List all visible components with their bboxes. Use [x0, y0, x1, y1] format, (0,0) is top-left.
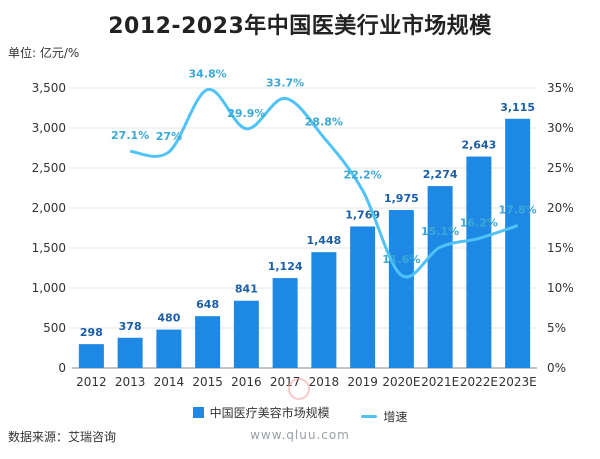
x-tick-label: 2015: [192, 375, 223, 389]
bar: [117, 337, 143, 368]
y-right-tick-label: 30%: [547, 121, 574, 135]
bar: [156, 329, 182, 368]
bar: [78, 344, 104, 368]
bar-value-label: 1,975: [384, 192, 419, 205]
chart-title: 2012-2023年中国医美行业市场规模: [108, 14, 492, 39]
chart-svg: 0 500 1,000 1,500 2,000 2,500 3,000 3,500 0% 5% 10…: [32, 68, 574, 389]
line-value-label: 22.2%: [344, 168, 382, 181]
y-right-tick-label: 25%: [547, 161, 574, 175]
bar: [427, 186, 453, 368]
y-left-tick-label: 500: [43, 321, 66, 335]
legend-item-bar: 中国医疗美容市场规模: [192, 404, 330, 421]
y-right-tick-label: 20%: [547, 201, 574, 215]
bar-value-label: 378: [119, 320, 142, 333]
y-right-tick-label: 15%: [547, 241, 574, 255]
legend-swatch-bar: [192, 407, 204, 418]
legend-item-line: 增速: [361, 408, 407, 425]
line-value-label: 16.2%: [460, 216, 498, 229]
y-right-tick-label: 5%: [547, 321, 566, 335]
legend-swatch-line: [361, 415, 378, 418]
source-note: 数据来源：艾瑞咨询: [8, 430, 117, 444]
bar: [272, 278, 298, 368]
line-value-label: 27.1%: [111, 129, 149, 142]
x-tick-label: 2016: [231, 375, 262, 389]
bar: [388, 210, 414, 368]
bar-value-label: 841: [235, 283, 258, 296]
legend: 中国医疗美容市场规模 增速: [0, 404, 600, 425]
x-tick-label: 2020E: [382, 375, 420, 389]
line-value-label: 33.7%: [266, 76, 304, 89]
bar: [466, 156, 492, 368]
legend-label-bar: 中国医疗美容市场规模: [209, 406, 330, 420]
y-left-tick-label: 2,500: [32, 161, 66, 175]
y-left-tick-label: 2,000: [32, 201, 66, 215]
line-value-label: 17.8%: [499, 204, 537, 217]
growth-line: [129, 88, 519, 279]
y-right-tick-label: 35%: [547, 81, 574, 95]
bar-value-label: 3,115: [500, 101, 535, 114]
y-left-tick-label: 1,000: [32, 281, 66, 295]
y-left-tick-label: 1,500: [32, 241, 66, 255]
bar-value-label: 648: [196, 298, 219, 311]
bar-value-label: 298: [80, 326, 103, 339]
x-tick-label: 2021E: [421, 375, 459, 389]
legend-label-line: 增速: [383, 410, 408, 424]
line-value-label: 15.1%: [421, 225, 459, 238]
bar: [195, 316, 221, 368]
y-left-tick-label: 3,000: [32, 121, 66, 135]
bar-value-label: 480: [157, 312, 180, 325]
y-left-tick-label: 3,500: [32, 81, 66, 95]
bar: [233, 300, 259, 368]
bar-value-label: 2,274: [423, 168, 458, 181]
line-value-label: 11.6%: [382, 253, 420, 266]
y-right-tick-label: 0%: [547, 361, 566, 375]
line-value-label: 29.9%: [227, 107, 265, 120]
x-tick-label: 2012: [76, 375, 107, 389]
line-value-label: 27%: [156, 130, 182, 143]
x-tick-label: 2019: [347, 375, 378, 389]
watermark-text: www.qluu.com: [250, 428, 350, 442]
y-left-tick-label: 0: [58, 361, 66, 375]
x-tick-label: 2014: [154, 375, 185, 389]
bar-value-label: 1,448: [306, 234, 341, 247]
unit-label: 单位: 亿元/%: [8, 46, 80, 60]
bar-value-label: 2,643: [461, 139, 496, 152]
bar-value-label: 1,124: [268, 260, 303, 273]
watermark-logo: [288, 378, 310, 400]
line-value-label: 28.8%: [305, 116, 343, 129]
line-value-label: 34.8%: [189, 68, 227, 81]
y-right-tick-label: 10%: [547, 281, 574, 295]
bar: [505, 118, 531, 368]
x-tick-label: 2023E: [499, 375, 537, 389]
bar: [350, 226, 376, 368]
x-tick-label: 2022E: [460, 375, 498, 389]
x-tick-label: 2013: [115, 375, 146, 389]
bar: [311, 252, 337, 368]
x-tick-label: 2018: [309, 375, 340, 389]
